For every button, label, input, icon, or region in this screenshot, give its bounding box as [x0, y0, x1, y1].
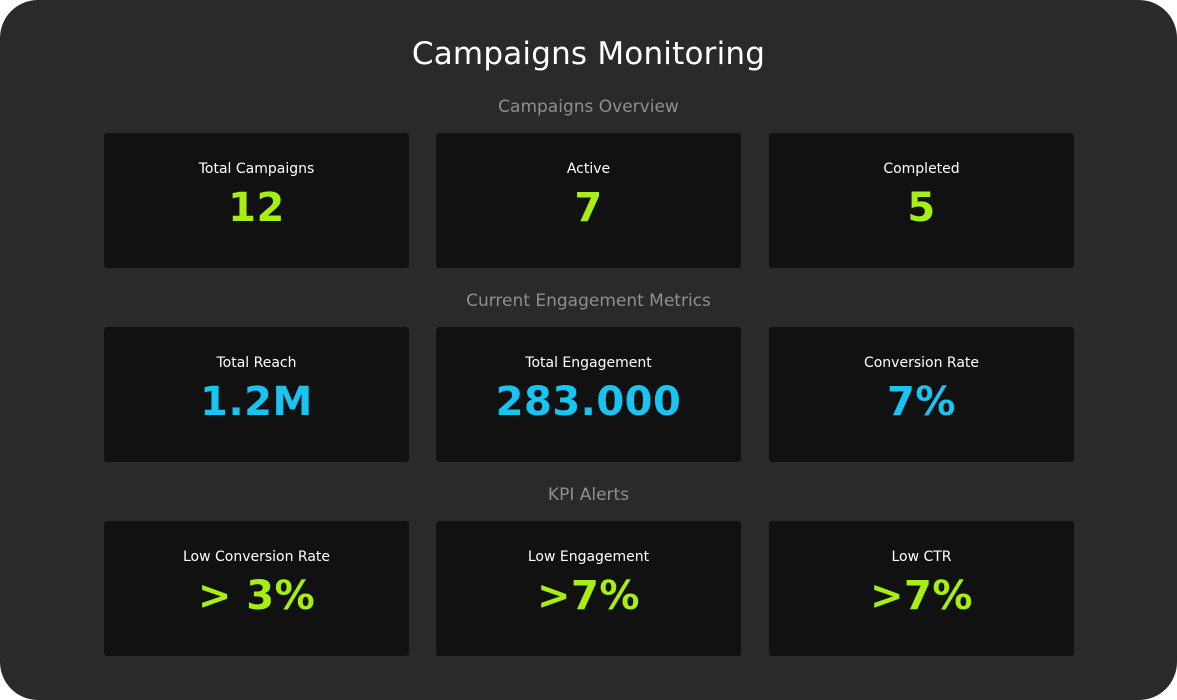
card-total-reach: Total Reach 1.2M — [104, 327, 409, 462]
card-value: >7% — [537, 573, 640, 619]
card-label: Conversion Rate — [863, 355, 980, 371]
card-conversion-rate: Conversion Rate 7% — [769, 327, 1074, 462]
card-label: Low Engagement — [527, 549, 650, 565]
card-low-engagement: Low Engagement >7% — [436, 521, 741, 656]
card-value: 7 — [574, 185, 603, 231]
card-label: Low Conversion Rate — [182, 549, 331, 565]
card-label: Total Reach — [216, 355, 297, 371]
card-value: >7% — [870, 573, 973, 619]
card-value: 7% — [887, 379, 956, 425]
card-label: Total Engagement — [525, 355, 652, 371]
page-title: Campaigns Monitoring — [411, 36, 766, 72]
card-label: Total Campaigns — [198, 161, 315, 177]
section-heading-overview: Campaigns Overview — [498, 97, 679, 117]
card-completed: Completed 5 — [769, 133, 1074, 268]
section-heading-engagement: Current Engagement Metrics — [466, 291, 711, 311]
card-value: 283.000 — [495, 379, 682, 425]
card-value: 1.2M — [200, 379, 313, 425]
card-value: > 3% — [197, 573, 316, 619]
card-low-conversion-rate: Low Conversion Rate > 3% — [104, 521, 409, 656]
card-value: 5 — [907, 185, 936, 231]
card-low-ctr: Low CTR >7% — [769, 521, 1074, 656]
card-label: Active — [566, 161, 611, 177]
card-label: Low CTR — [891, 549, 952, 565]
card-label: Completed — [883, 161, 960, 177]
card-total-campaigns: Total Campaigns 12 — [104, 133, 409, 268]
section-heading-kpi-alerts: KPI Alerts — [547, 485, 630, 505]
card-active: Active 7 — [436, 133, 741, 268]
card-value: 12 — [228, 185, 285, 231]
card-total-engagement: Total Engagement 283.000 — [436, 327, 741, 462]
